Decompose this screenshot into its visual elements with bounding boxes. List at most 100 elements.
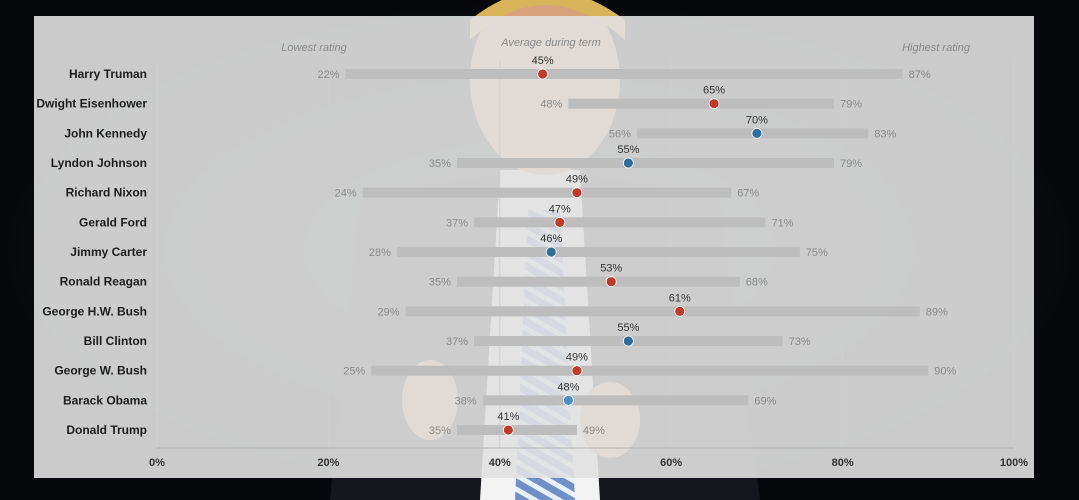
low-value-label: 35%	[429, 425, 451, 437]
average-dot	[571, 365, 583, 377]
average-dot	[502, 424, 514, 436]
average-dot	[605, 276, 617, 288]
low-value-label: 35%	[429, 158, 451, 170]
range-bar	[345, 69, 903, 79]
average-dot	[537, 68, 549, 80]
x-tick-label: 0%	[149, 457, 165, 469]
range-bar	[405, 306, 920, 317]
chart-row: Ronald Reagan 35% 68% 53%	[60, 263, 768, 289]
high-value-label: 73%	[789, 336, 811, 348]
header-highest-rating: Highest rating	[902, 42, 971, 54]
average-value-label: 65%	[703, 85, 725, 97]
chart-row: George W. Bush 25% 90% 49%	[54, 352, 956, 378]
x-axis: 0% 20% 40% 60% 80% 100%	[149, 447, 1028, 469]
average-value-label: 47%	[549, 203, 571, 215]
row-label: George H.W. Bush	[42, 304, 147, 318]
x-tick-label: 40%	[489, 457, 511, 469]
chart-row: George H.W. Bush 29% 89% 61%	[42, 292, 948, 318]
low-value-label: 24%	[335, 188, 357, 200]
row-label: Barack Obama	[63, 393, 147, 407]
x-tick-label: 80%	[832, 457, 854, 469]
low-value-label: 29%	[377, 306, 399, 318]
high-value-label: 49%	[583, 425, 605, 437]
range-bar	[396, 247, 800, 258]
range-bar	[568, 98, 835, 109]
row-label: Donald Trump	[66, 423, 147, 437]
low-value-label: 56%	[609, 128, 631, 140]
average-dot	[751, 127, 763, 139]
high-value-label: 71%	[771, 217, 793, 229]
chart-row: Harry Truman 22% 87% 45%	[69, 55, 931, 81]
average-dot	[545, 246, 557, 258]
row-label: Gerald Ford	[79, 215, 147, 229]
chart-row: Donald Trump 35% 49% 41%	[66, 411, 605, 437]
average-dot	[622, 335, 634, 347]
low-value-label: 28%	[369, 247, 391, 259]
chart-row: Lyndon Johnson 35% 79% 55%	[51, 144, 862, 170]
x-tick-label: 60%	[660, 457, 682, 469]
row-label: Harry Truman	[69, 67, 147, 81]
range-bar	[371, 365, 929, 376]
range-bar	[456, 425, 577, 436]
high-value-label: 87%	[909, 69, 931, 81]
low-value-label: 38%	[455, 395, 477, 407]
average-value-label: 49%	[566, 174, 588, 186]
chart-row: Bill Clinton 37% 73% 55%	[84, 322, 811, 348]
chart-row: Richard Nixon 24% 67% 49%	[66, 174, 760, 200]
high-value-label: 68%	[746, 277, 768, 289]
average-value-label: 49%	[566, 352, 588, 364]
chart-row: Dwight Eisenhower 48% 79% 65%	[36, 85, 862, 111]
average-value-label: 53%	[600, 263, 622, 275]
chart-row: Jimmy Carter 28% 75% 46%	[70, 233, 828, 259]
low-value-label: 37%	[446, 336, 468, 348]
average-value-label: 61%	[669, 292, 691, 304]
low-value-label: 25%	[343, 366, 365, 378]
average-dot	[554, 216, 566, 228]
low-value-label: 37%	[446, 217, 468, 229]
average-dot	[708, 98, 720, 110]
low-value-label: 22%	[318, 69, 340, 81]
range-bar	[482, 395, 749, 406]
header-average-during-term: Average during term	[500, 37, 600, 49]
high-value-label: 75%	[806, 247, 828, 259]
average-value-label: 70%	[746, 114, 768, 126]
high-value-label: 83%	[874, 128, 896, 140]
range-bar	[362, 187, 732, 198]
average-value-label: 55%	[617, 322, 639, 334]
row-label: Bill Clinton	[84, 334, 147, 348]
chart-panel: Lowest rating Average during term Highes…	[34, 16, 1034, 478]
high-value-label: 67%	[737, 188, 759, 200]
row-label: Dwight Eisenhower	[36, 97, 147, 111]
average-value-label: 45%	[532, 55, 554, 67]
chart-row: Barack Obama 38% 69% 48%	[63, 381, 777, 407]
chart-row: John Kennedy 56% 83% 70%	[64, 114, 896, 140]
range-bar	[456, 158, 835, 169]
high-value-label: 89%	[926, 306, 948, 318]
average-dot	[562, 394, 574, 406]
header-lowest-rating: Lowest rating	[281, 42, 347, 54]
row-label: Ronald Reagan	[60, 275, 147, 289]
high-value-label: 79%	[840, 158, 862, 170]
high-value-label: 69%	[754, 395, 776, 407]
row-label: John Kennedy	[64, 126, 147, 140]
chart-row: Gerald Ford 37% 71% 47%	[79, 203, 794, 229]
average-dot	[571, 187, 583, 199]
average-value-label: 48%	[557, 381, 579, 393]
high-value-label: 79%	[840, 99, 862, 111]
x-tick-label: 100%	[1000, 457, 1028, 469]
average-value-label: 41%	[497, 411, 519, 423]
average-value-label: 46%	[540, 233, 562, 245]
average-dot	[622, 157, 634, 169]
row-label: George W. Bush	[54, 364, 147, 378]
average-value-label: 55%	[617, 144, 639, 156]
high-value-label: 90%	[934, 366, 956, 378]
row-label: Jimmy Carter	[70, 245, 147, 259]
row-label: Lyndon Johnson	[51, 156, 147, 170]
row-label: Richard Nixon	[66, 186, 147, 200]
range-chart: Lowest rating Average during term Highes…	[36, 37, 1028, 469]
x-tick-label: 20%	[317, 457, 339, 469]
chart-rows: Harry Truman 22% 87% 45% Dwight Eisenhower 48…	[36, 55, 956, 437]
range-bar	[456, 276, 740, 287]
range-bar	[474, 217, 766, 228]
low-value-label: 48%	[540, 99, 562, 111]
